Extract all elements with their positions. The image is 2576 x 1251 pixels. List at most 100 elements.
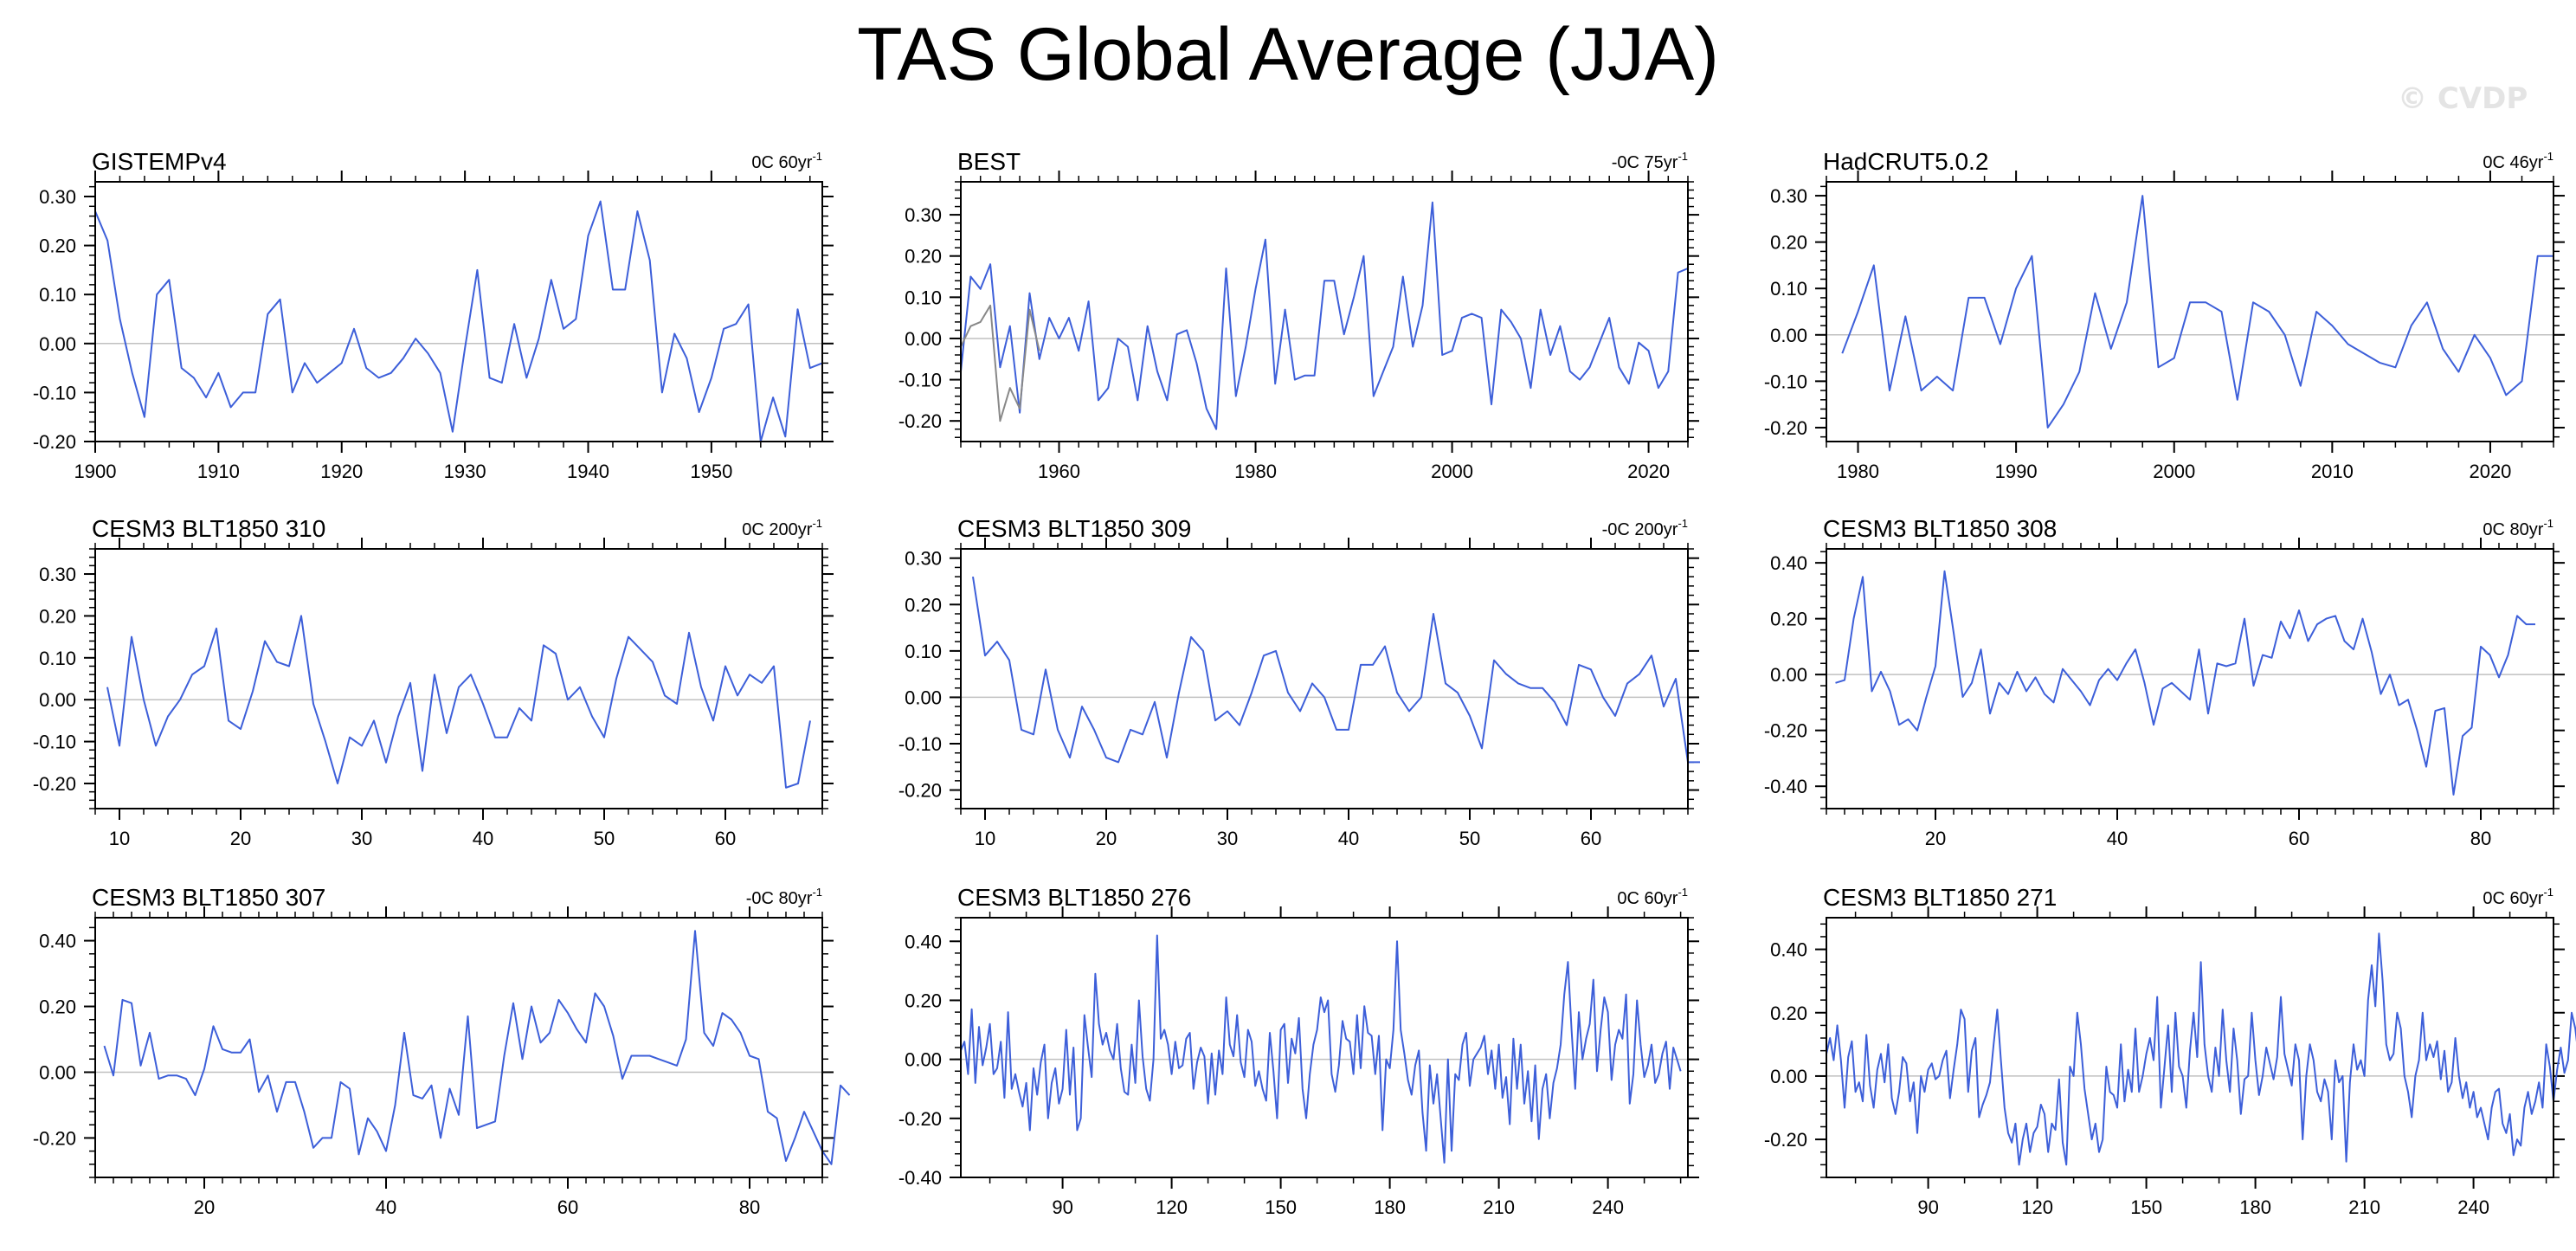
plot-frame <box>960 548 1689 809</box>
y-tick-label: 0.30 <box>39 186 76 208</box>
x-tick-label: 20 <box>1925 828 1946 849</box>
y-tick-label: 0.20 <box>905 246 942 268</box>
trend-label: -0C 200yr-1 <box>1602 517 1688 539</box>
y-tick-label: 0.00 <box>905 1049 942 1071</box>
y-tick-label: -0.20 <box>898 780 942 802</box>
y-tick-label: 0.10 <box>905 287 942 308</box>
y-tick-label: -0.20 <box>33 1127 76 1149</box>
x-tick-label: 80 <box>2470 828 2491 849</box>
trend-label: 0C 60yr-1 <box>751 150 822 172</box>
x-tick-label: 150 <box>1265 1196 1297 1218</box>
panel-5: CESM3 BLT1850 309 -0C 200yr-1 10 20 30 40 50 60… <box>898 515 1700 849</box>
x-tick-label: 210 <box>2348 1196 2380 1218</box>
x-tick-label: 1930 <box>444 461 486 482</box>
panel-2: BEST -0C 75yr-1 1960 1980 2000 2020 -0.20 -0.10… <box>898 148 1699 482</box>
y-tick-label: -0.20 <box>898 410 942 432</box>
x-tick-label: 180 <box>2239 1196 2271 1218</box>
y-tick-label: -0.20 <box>1764 720 1807 742</box>
y-tick-label: 0.00 <box>905 328 942 350</box>
series-line-2 <box>960 304 1040 422</box>
y-tick-label: 0.00 <box>905 687 942 708</box>
y-tick-label: 0.30 <box>905 204 942 226</box>
trend-exponent: -1 <box>1678 886 1688 899</box>
x-tick-label: 1940 <box>567 461 609 482</box>
y-tick-label: 0.20 <box>1770 232 1807 254</box>
y-tick-label: 0.20 <box>39 605 76 627</box>
series-line-1 <box>94 200 823 442</box>
x-tick-label: 1990 <box>1995 461 2038 482</box>
trend-label: 0C 60yr-1 <box>2483 886 2553 908</box>
figure-title: TAS Global Average (JJA) <box>857 13 1719 96</box>
trend-exponent: -1 <box>1678 150 1688 163</box>
y-tick-label: 0.10 <box>39 648 76 669</box>
panel-7: CESM3 BLT1850 307 -0C 80yr-1 20 40 60 80 -0.20… <box>33 884 851 1218</box>
x-tick-label: 60 <box>557 1196 578 1218</box>
trend-value: 0C 60yr <box>1617 889 1678 908</box>
trend-exponent: -1 <box>812 517 822 530</box>
trend-value: -0C 80yr <box>746 889 813 908</box>
trend-label: 0C 60yr-1 <box>1617 886 1688 908</box>
trend-exponent: -1 <box>2543 150 2553 163</box>
x-tick-label: 120 <box>2021 1196 2053 1218</box>
series-line-1 <box>1826 932 2576 1166</box>
y-tick-label: 0.10 <box>39 284 76 306</box>
y-tick-label: 0.30 <box>905 548 942 570</box>
x-tick-label: 40 <box>2107 828 2128 849</box>
y-tick-label: 0.00 <box>39 1061 76 1083</box>
x-tick-label: 2010 <box>2311 461 2354 482</box>
x-tick-label: 240 <box>1592 1196 1624 1218</box>
series-line-1 <box>960 201 1689 430</box>
y-tick-label: -0.20 <box>1764 417 1807 439</box>
series-line-1 <box>106 615 811 789</box>
panel-9: CESM3 BLT1850 271 0C 60yr-1 90 120 150 180 210… <box>1764 884 2576 1218</box>
series-line-1 <box>103 930 851 1165</box>
trend-value: 0C 80yr <box>2483 520 2543 539</box>
y-tick-label: -0.10 <box>1764 371 1807 392</box>
y-tick-label: 0.20 <box>1770 609 1807 630</box>
y-tick-label: -0.10 <box>33 382 76 403</box>
plot-frame <box>1826 181 2554 442</box>
y-tick-label: 0.00 <box>1770 1066 1807 1087</box>
plot-frame <box>94 548 823 809</box>
x-tick-label: 40 <box>1338 828 1359 849</box>
panel-title: CESM3 BLT1850 276 <box>957 884 1191 911</box>
y-tick-label: 0.20 <box>39 996 76 1018</box>
y-tick-label: 0.10 <box>1770 278 1807 300</box>
x-tick-label: 10 <box>975 828 995 849</box>
y-tick-label: -0.20 <box>1764 1129 1807 1151</box>
panel-title: CESM3 BLT1850 308 <box>1823 515 2057 542</box>
x-tick-label: 60 <box>1581 828 1601 849</box>
trend-exponent: -1 <box>812 150 822 163</box>
plot-frame <box>1826 548 2554 809</box>
y-tick-label: 0.00 <box>1770 325 1807 346</box>
panel-title: CESM3 BLT1850 310 <box>92 515 325 542</box>
plot-frame <box>960 181 1689 442</box>
x-tick-label: 2000 <box>2153 461 2195 482</box>
x-tick-label: 10 <box>109 828 130 849</box>
series-line-1 <box>972 576 1700 764</box>
y-tick-label: -0.10 <box>898 733 942 755</box>
trend-exponent: -1 <box>1678 517 1688 530</box>
y-tick-label: 0.00 <box>39 689 76 711</box>
series-line-1 <box>960 934 1682 1164</box>
y-tick-label: -0.40 <box>1764 776 1807 797</box>
trend-value: -0C 200yr <box>1602 520 1678 539</box>
y-tick-label: -0.10 <box>33 732 76 753</box>
x-tick-label: 150 <box>2130 1196 2162 1218</box>
x-tick-label: 1980 <box>1837 461 1879 482</box>
x-tick-label: 20 <box>194 1196 215 1218</box>
y-tick-label: 0.20 <box>1770 1003 1807 1024</box>
y-tick-label: 0.40 <box>1770 939 1807 961</box>
x-tick-label: 20 <box>1096 828 1117 849</box>
plot-frame <box>94 181 823 442</box>
x-tick-label: 1910 <box>197 461 240 482</box>
series-line-1 <box>1841 195 2553 429</box>
trend-value: 0C 46yr <box>2483 153 2543 172</box>
trend-label: 0C 80yr-1 <box>2483 517 2553 539</box>
x-tick-label: 40 <box>376 1196 396 1218</box>
panel-3: HadCRUT5.0.2 0C 46yr-1 1980 1990 2000 2010 202… <box>1764 148 2565 482</box>
panel-title: CESM3 BLT1850 309 <box>957 515 1191 542</box>
x-tick-label: 90 <box>1052 1196 1072 1218</box>
x-tick-label: 20 <box>230 828 251 849</box>
